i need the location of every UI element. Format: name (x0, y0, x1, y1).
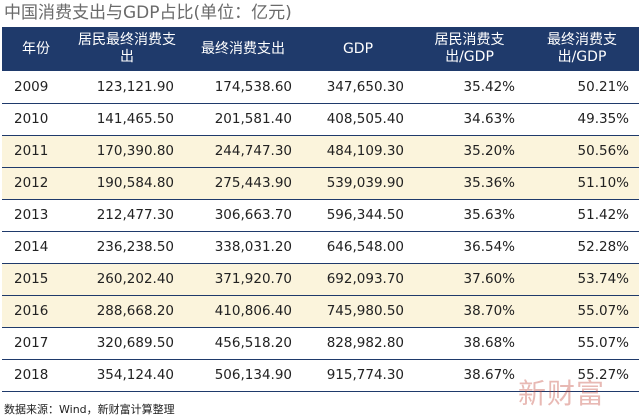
consumption-gdp-table: 年份 居民最终消费支出 最终消费支出 GDP 居民消费支出/GDP 最终消费支出… (2, 27, 639, 392)
cell-final-consumption: 201,581.40 (184, 103, 302, 136)
cell-final-ratio: 53.74% (525, 263, 639, 296)
cell-gdp: 539,039.90 (302, 167, 414, 200)
cell-year: 2016 (2, 295, 70, 328)
table-row: 2009 123,121.90 174,538.60 347,650.30 35.42%… (2, 71, 639, 104)
cell-gdp: 646,548.00 (302, 231, 414, 264)
watermark-logo: 新财富 (517, 377, 605, 410)
source-note: 数据来源：Wind，新财富计算整理 (4, 403, 175, 416)
cell-final-ratio: 52.28% (525, 231, 639, 264)
cell-resident-ratio: 36.54% (414, 231, 525, 264)
cell-year: 2012 (2, 167, 70, 200)
table-row: 2015 260,202.40 371,920.70 692,093.70 37.60%… (2, 263, 639, 296)
table-row: 2010 141,465.50 201,581.40 408,505.40 34.63%… (2, 103, 639, 136)
table-row: 2016 288,668.20 410,806.40 745,980.50 38.70%… (2, 295, 639, 328)
cell-gdp: 692,093.70 (302, 263, 414, 296)
cell-final-ratio: 55.07% (525, 327, 639, 360)
table-row: 2018 354,124.40 506,134.90 915,774.30 38.67%… (2, 359, 639, 392)
cell-final-ratio: 50.56% (525, 135, 639, 168)
column-header-year: 年份 (2, 27, 70, 71)
cell-resident-consumption: 354,124.40 (70, 359, 184, 392)
table-row: 2012 190,584.80 275,443.90 539,039.90 35.36%… (2, 167, 639, 200)
cell-resident-ratio: 34.63% (414, 103, 525, 136)
cell-year: 2013 (2, 199, 70, 232)
column-header-resident-ratio: 居民消费支出/GDP (414, 27, 525, 71)
cell-final-consumption: 306,663.70 (184, 199, 302, 232)
cell-gdp: 484,109.30 (302, 135, 414, 168)
table-title: 中国消费支出与GDP占比(单位：亿元) (4, 3, 292, 23)
cell-year: 2017 (2, 327, 70, 360)
cell-final-consumption: 410,806.40 (184, 295, 302, 328)
cell-resident-ratio: 35.20% (414, 135, 525, 168)
cell-gdp: 408,505.40 (302, 103, 414, 136)
column-header-final-ratio: 最终消费支出/GDP (525, 27, 639, 71)
cell-resident-ratio: 35.42% (414, 71, 525, 104)
cell-final-ratio: 50.21% (525, 71, 639, 104)
cell-resident-consumption: 288,668.20 (70, 295, 184, 328)
column-header-resident-consumption: 居民最终消费支出 (70, 27, 184, 71)
column-header-gdp: GDP (302, 27, 414, 71)
cell-gdp: 347,650.30 (302, 71, 414, 104)
cell-gdp: 745,980.50 (302, 295, 414, 328)
cell-resident-ratio: 38.68% (414, 327, 525, 360)
table-row: 2014 236,238.50 338,031.20 646,548.00 36.54%… (2, 231, 639, 264)
cell-final-consumption: 371,920.70 (184, 263, 302, 296)
cell-gdp: 596,344.50 (302, 199, 414, 232)
column-header-final-consumption: 最终消费支出 (184, 27, 302, 71)
cell-resident-ratio: 35.63% (414, 199, 525, 232)
table-body: 2009 123,121.90 174,538.60 347,650.30 35.42%… (2, 71, 639, 392)
cell-final-consumption: 174,538.60 (184, 71, 302, 104)
cell-final-consumption: 338,031.20 (184, 231, 302, 264)
cell-gdp: 915,774.30 (302, 359, 414, 392)
cell-year: 2018 (2, 359, 70, 392)
cell-year: 2014 (2, 231, 70, 264)
cell-resident-consumption: 260,202.40 (70, 263, 184, 296)
cell-final-consumption: 506,134.90 (184, 359, 302, 392)
cell-resident-ratio: 37.60% (414, 263, 525, 296)
cell-final-consumption: 456,518.20 (184, 327, 302, 360)
cell-year: 2015 (2, 263, 70, 296)
cell-final-ratio: 51.10% (525, 167, 639, 200)
cell-final-consumption: 275,443.90 (184, 167, 302, 200)
table-row: 2011 170,390.80 244,747.30 484,109.30 35.20%… (2, 135, 639, 168)
cell-final-ratio: 55.07% (525, 295, 639, 328)
cell-final-ratio: 51.42% (525, 199, 639, 232)
table-row: 2017 320,689.50 456,518.20 828,982.80 38.68%… (2, 327, 639, 360)
cell-resident-ratio: 38.67% (414, 359, 525, 392)
cell-resident-consumption: 123,121.90 (70, 71, 184, 104)
cell-resident-consumption: 212,477.30 (70, 199, 184, 232)
cell-final-consumption: 244,747.30 (184, 135, 302, 168)
cell-year: 2011 (2, 135, 70, 168)
cell-resident-consumption: 170,390.80 (70, 135, 184, 168)
cell-year: 2010 (2, 103, 70, 136)
cell-resident-ratio: 35.36% (414, 167, 525, 200)
table-row: 2013 212,477.30 306,663.70 596,344.50 35.63%… (2, 199, 639, 232)
cell-gdp: 828,982.80 (302, 327, 414, 360)
data-table-container: 年份 居民最终消费支出 最终消费支出 GDP 居民消费支出/GDP 最终消费支出… (2, 27, 639, 392)
cell-resident-consumption: 141,465.50 (70, 103, 184, 136)
cell-final-ratio: 49.35% (525, 103, 639, 136)
cell-resident-consumption: 190,584.80 (70, 167, 184, 200)
table-header: 年份 居民最终消费支出 最终消费支出 GDP 居民消费支出/GDP 最终消费支出… (2, 27, 639, 71)
cell-resident-ratio: 38.70% (414, 295, 525, 328)
cell-resident-consumption: 320,689.50 (70, 327, 184, 360)
cell-resident-consumption: 236,238.50 (70, 231, 184, 264)
cell-year: 2009 (2, 71, 70, 104)
cell-final-ratio: 55.27% (525, 359, 639, 392)
